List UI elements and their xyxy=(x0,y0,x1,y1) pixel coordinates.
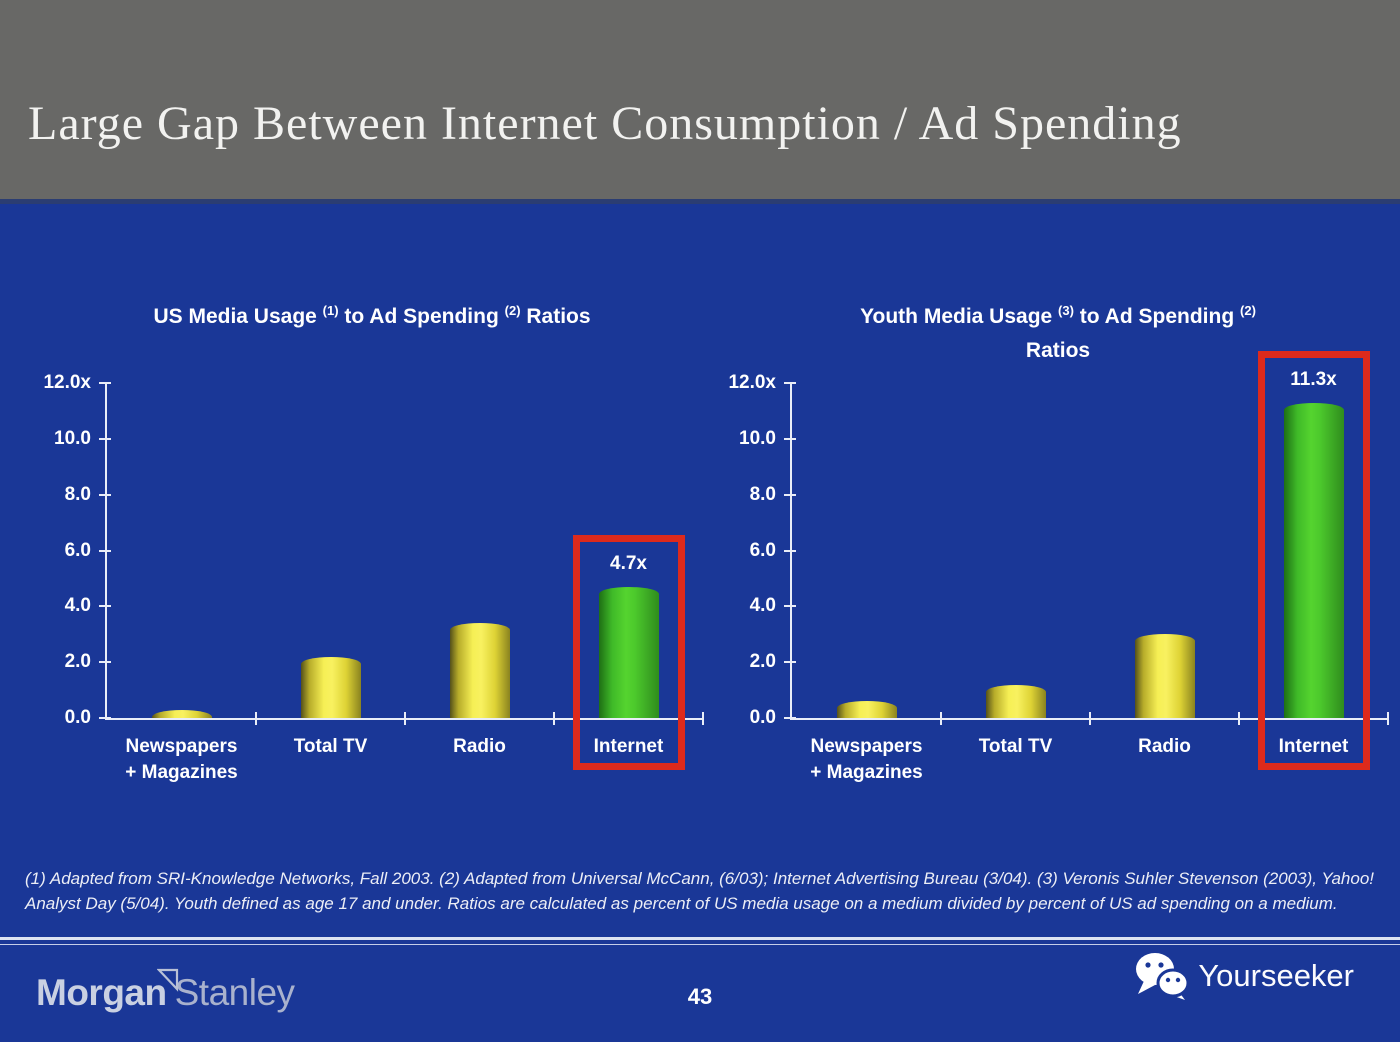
y-axis-tick xyxy=(99,605,111,608)
x-axis-tick xyxy=(702,712,704,725)
wechat-icon xyxy=(1136,953,1190,1000)
chart-title-line: US Media Usage (1) to Ad Spending (2) Ra… xyxy=(40,294,704,334)
category-label: Radio xyxy=(453,736,506,757)
y-tick-label: 8.0 xyxy=(749,483,776,505)
y-tick-label: 10.0 xyxy=(54,427,91,449)
morgan-stanley-logo: Morgan Stanley xyxy=(36,968,295,1014)
x-axis-tick xyxy=(404,712,406,725)
bar-radio xyxy=(449,623,510,718)
y-tick-label: 0.0 xyxy=(64,707,91,728)
y-tick-label: 2.0 xyxy=(64,651,91,673)
y-tick-label: 6.0 xyxy=(749,539,776,561)
slide-header-band: Large Gap Between Internet Consumption /… xyxy=(0,0,1400,204)
category-label: Newspapers + Magazines xyxy=(810,736,923,783)
bar-value-label: 4.7x xyxy=(610,552,647,574)
x-axis-tick xyxy=(1238,712,1240,725)
chart-title-text: US Media Usage xyxy=(153,305,323,328)
chart-title-line: Youth Media Usage (3) to Ad Spending (2) xyxy=(726,294,1390,334)
y-tick-label: 0.0 xyxy=(749,707,776,728)
yourseeker-brand: Yourseeker xyxy=(1134,952,1354,1000)
y-axis xyxy=(790,383,792,720)
page-number: 43 xyxy=(687,984,713,1009)
y-tick-label: 12.0x xyxy=(728,372,776,393)
slide-title: Large Gap Between Internet Consumption /… xyxy=(28,97,1182,150)
y-axis-tick xyxy=(784,717,796,719)
morgan-stanley-triangle-icon xyxy=(156,968,178,992)
highlight-box xyxy=(1257,350,1370,770)
category-label: Newspapers + Magazines xyxy=(125,736,238,783)
y-tick-label: 12.0x xyxy=(43,372,91,393)
chart-title-line: Ratios xyxy=(726,334,1390,368)
chart-youth-media-plot: 12.0x 10.0 8.0 6.0 4.0 2.0 0.0 Newspapers + Mag… xyxy=(728,350,1389,783)
footnote: (1) Adapted from SRI-Knowledge Networks,… xyxy=(25,869,1375,913)
footer-separator-line xyxy=(0,937,1400,945)
chart-title-text: to Ad Spending xyxy=(338,305,505,328)
bar-internet xyxy=(1283,402,1344,718)
chart-title-text: Ratios xyxy=(1025,339,1091,362)
y-axis-tick xyxy=(99,493,111,496)
y-axis-tick xyxy=(784,661,796,664)
y-axis-tick xyxy=(99,382,111,384)
morgan-stanley-logo-morgan: Morgan xyxy=(36,972,167,1013)
bar-radio xyxy=(1134,634,1195,718)
category-label: Internet xyxy=(1278,736,1349,757)
chart-title-footref: (2) xyxy=(504,303,521,318)
y-axis-tick xyxy=(784,382,796,384)
chart-title-text: to Ad Spending xyxy=(1073,305,1240,328)
y-tick-label: 4.0 xyxy=(64,595,91,617)
y-tick-label: 6.0 xyxy=(64,539,91,561)
highlight-box xyxy=(572,534,685,770)
y-axis-tick xyxy=(99,661,111,664)
bar-total-tv xyxy=(300,656,361,718)
chart-title-footref: (1) xyxy=(322,303,339,318)
category-label: Radio xyxy=(1138,736,1191,757)
y-axis-tick xyxy=(784,605,796,608)
chart-title-us-media: US Media Usage (1) to Ad Spending (2) Ra… xyxy=(40,294,704,334)
x-axis-tick xyxy=(940,712,942,725)
y-axis-tick xyxy=(99,437,111,440)
bar-total-tv xyxy=(985,684,1046,718)
y-axis-tick xyxy=(99,717,111,719)
bar-internet xyxy=(598,586,659,718)
category-label: Total TV xyxy=(293,736,368,757)
bar-newspapers xyxy=(151,709,212,718)
chart-title-footref: (2) xyxy=(1240,303,1256,318)
bar-value-label: 11.3x xyxy=(1290,368,1337,390)
y-tick-label: 4.0 xyxy=(749,595,776,617)
y-tick-label: 2.0 xyxy=(749,651,776,673)
y-axis-tick xyxy=(784,437,796,440)
chart-title-text: Ratios xyxy=(520,305,591,328)
chart-title-footref: (3) xyxy=(1058,303,1074,318)
yourseeker-label: Yourseeker xyxy=(1198,958,1354,993)
y-axis-tick xyxy=(784,493,796,496)
x-axis-tick xyxy=(255,712,257,725)
chart-title-youth-media: Youth Media Usage (3) to Ad Spending (2)… xyxy=(726,294,1390,368)
chart-title-text: Youth Media Usage xyxy=(860,305,1059,328)
y-tick-label: 10.0 xyxy=(739,427,776,449)
y-axis-tick xyxy=(784,549,796,552)
category-label: Internet xyxy=(593,736,664,757)
x-axis-tick xyxy=(1387,712,1389,725)
x-axis-tick xyxy=(553,712,555,725)
y-axis xyxy=(105,383,107,720)
y-tick-label: 8.0 xyxy=(64,483,91,505)
chart-us-media-plot: 12.0x 10.0 8.0 6.0 4.0 2.0 0.0 Newspapers + Mag… xyxy=(43,372,704,783)
category-label: Total TV xyxy=(978,736,1053,757)
bar-newspapers xyxy=(836,701,897,718)
y-axis-tick xyxy=(99,549,111,552)
x-axis-tick xyxy=(1089,712,1091,725)
morgan-stanley-logo-stanley: Stanley xyxy=(174,972,295,1013)
